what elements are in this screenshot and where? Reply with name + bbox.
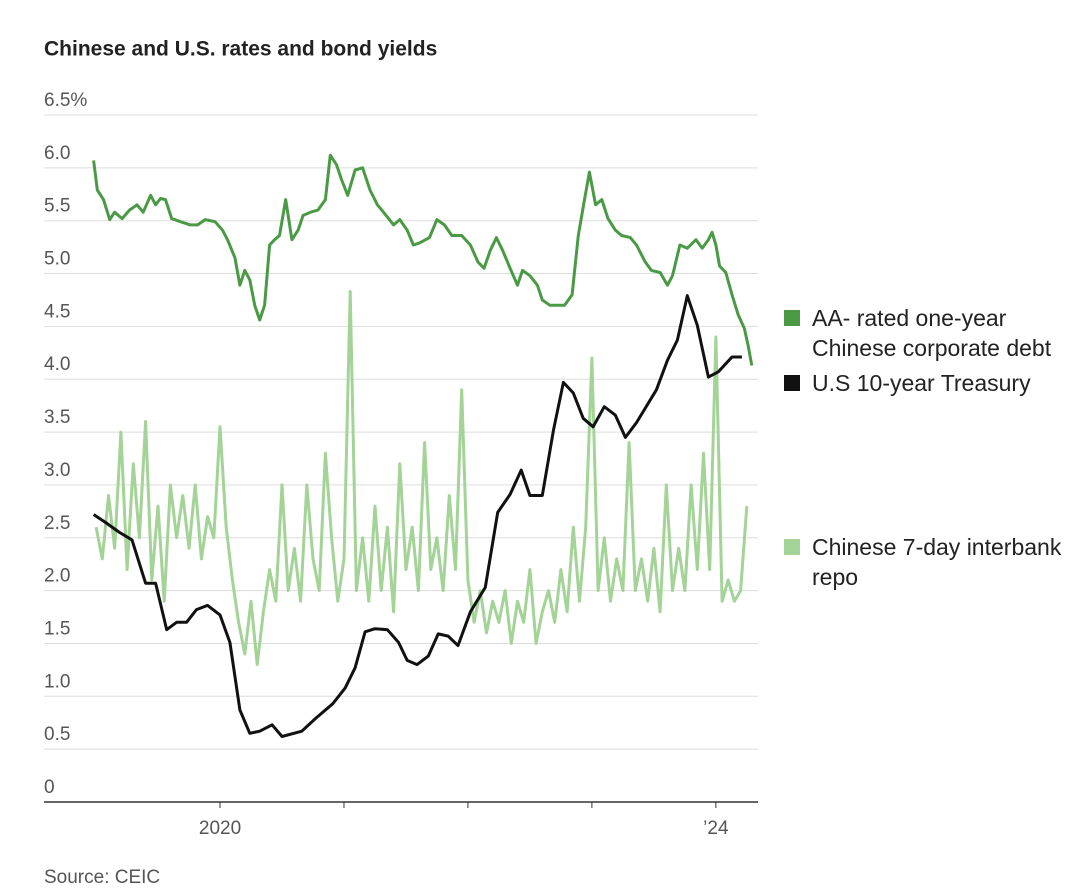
y-tick-label: 0.5 xyxy=(44,724,70,745)
y-tick-label: 2.0 xyxy=(44,566,70,587)
legend-swatch xyxy=(784,310,800,326)
legend-entry: AA- rated one-year Chinese corporate deb… xyxy=(784,303,1084,363)
legend-label: U.S 10-year Treasury xyxy=(812,370,1031,396)
y-tick-label: 4.5 xyxy=(44,301,70,322)
legend-label: Chinese 7-day interbank repo xyxy=(812,534,1062,590)
y-tick-label: 6.0 xyxy=(44,143,70,164)
legend-swatch xyxy=(784,539,800,555)
y-tick-label: 2.5 xyxy=(44,513,70,534)
legend-label: AA- rated one-year Chinese corporate deb… xyxy=(812,305,1052,361)
y-tick-label: 3.0 xyxy=(44,460,70,481)
chart-title: Chinese and U.S. rates and bond yields xyxy=(44,38,437,61)
y-tick-label: 0 xyxy=(44,777,55,798)
y-tick-label: 3.5 xyxy=(44,407,70,428)
y-tick-label: 5.0 xyxy=(44,249,70,270)
y-tick-label: 5.5 xyxy=(44,196,70,217)
series-line xyxy=(92,153,754,366)
x-tick-label: 2020 xyxy=(199,818,241,839)
legend-swatch xyxy=(784,375,800,391)
y-tick-label: 6.5% xyxy=(44,90,87,111)
y-tick-label: 1.5 xyxy=(44,618,70,639)
series-line xyxy=(94,290,749,667)
x-tick-label: ’24 xyxy=(703,818,729,839)
source: Source: CEIC xyxy=(44,867,160,888)
series-line xyxy=(92,294,742,738)
y-tick-label: 4.0 xyxy=(44,354,70,375)
legend-entry: Chinese 7-day interbank repo xyxy=(784,532,1084,592)
y-tick-label: 1.0 xyxy=(44,671,70,692)
legend-entry: U.S 10-year Treasury xyxy=(784,368,1084,398)
